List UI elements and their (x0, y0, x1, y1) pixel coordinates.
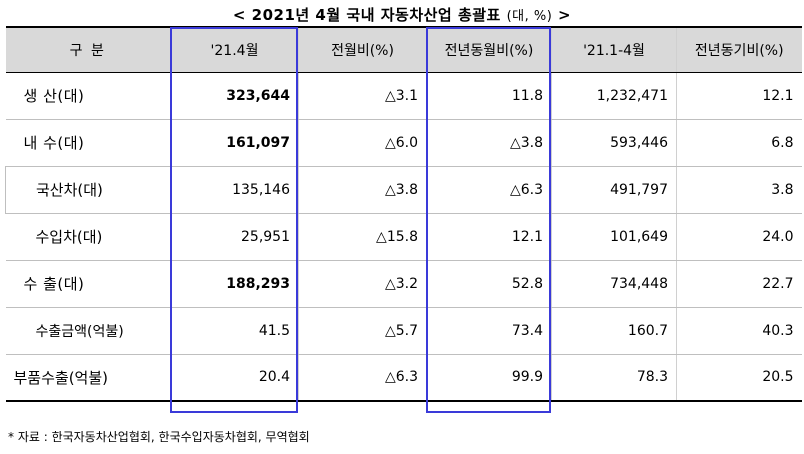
title-unit: (대, %) (506, 9, 553, 24)
cell: 323,644 (170, 71, 299, 120)
title-end: > (558, 6, 572, 24)
cell: 24.0 (676, 213, 802, 261)
cell: 101,649 (551, 213, 677, 261)
table-row: 부품수출(억불) 20.4 △6.3 99.9 78.3 20.5 (5, 353, 802, 401)
cell: 12.1 (426, 213, 552, 261)
cell: △6.3 (426, 166, 552, 214)
header-april: '21.4월 (170, 27, 299, 73)
table-row: 내 수(대) 161,097 △6.0 △3.8 593,446 6.8 (5, 118, 802, 167)
cell: 1,232,471 (551, 71, 677, 120)
cell: 161,097 (170, 118, 299, 167)
cell: 491,797 (551, 166, 677, 214)
table-title: < 2021년 4월 국내 자동차산업 총괄표 (대, %) > (0, 4, 804, 25)
cell: △3.1 (298, 71, 427, 120)
cell: 6.8 (676, 118, 802, 167)
cell: 593,446 (551, 118, 677, 167)
cell: 734,448 (551, 259, 677, 308)
cell: 25,951 (170, 213, 299, 261)
table-row: 수출금액(억불) 41.5 △5.7 73.4 160.7 40.3 (5, 307, 802, 355)
cell: 11.8 (426, 71, 552, 120)
header-ytd: '21.1-4월 (551, 27, 677, 73)
cell: 78.3 (551, 353, 677, 401)
table-row: 수입차(대) 25,951 △15.8 12.1 101,649 24.0 (5, 213, 802, 261)
row-label: 수출금액(억불) (5, 307, 171, 355)
cell: 52.8 (426, 259, 552, 308)
cell: 160.7 (551, 307, 677, 355)
cell: 99.9 (426, 353, 552, 401)
header-yoy: 전년동월비(%) (426, 27, 552, 73)
cell: △6.3 (298, 353, 427, 401)
row-label: 수입차(대) (5, 213, 171, 261)
cell: △3.2 (298, 259, 427, 308)
cell: 188,293 (170, 259, 299, 308)
header-mom: 전월비(%) (298, 27, 427, 73)
cell: △3.8 (426, 118, 552, 167)
cell: 12.1 (676, 71, 802, 120)
cell: 135,146 (170, 166, 299, 214)
cell: 40.3 (676, 307, 802, 355)
table-row: 생 산(대) 323,644 △3.1 11.8 1,232,471 12.1 (5, 71, 802, 120)
row-label: 생 산(대) (5, 71, 171, 120)
cell: 20.5 (676, 353, 802, 401)
row-label: 부품수출(억불) (5, 353, 171, 401)
cell: △6.0 (298, 118, 427, 167)
title-text: < 2021년 4월 국내 자동차산업 총괄표 (232, 6, 501, 24)
cell: △5.7 (298, 307, 427, 355)
cell: 20.4 (170, 353, 299, 401)
cell: 73.4 (426, 307, 552, 355)
header-ytd-yoy: 전년동기비(%) (676, 27, 802, 73)
cell: 41.5 (170, 307, 299, 355)
table-row: 수 출(대) 188,293 △3.2 52.8 734,448 22.7 (5, 259, 802, 308)
cell: △15.8 (298, 213, 427, 261)
cell: 3.8 (676, 166, 802, 214)
header-category: 구 분 (5, 27, 171, 73)
row-label: 국산차(대) (5, 166, 171, 214)
header-row: 구 분 '21.4월 전월비(%) 전년동월비(%) '21.1-4월 전년동기… (5, 27, 802, 73)
summary-table: 구 분 '21.4월 전월비(%) 전년동월비(%) '21.1-4월 전년동기… (5, 26, 802, 402)
row-label: 수 출(대) (5, 259, 171, 308)
source-note: * 자료 : 한국자동차산업협회, 한국수입자동차협회, 무역협회 (8, 430, 310, 444)
table-row: 국산차(대) 135,146 △3.8 △6.3 491,797 3.8 (5, 166, 802, 214)
cell: 22.7 (676, 259, 802, 308)
cell: △3.8 (298, 166, 427, 214)
row-label: 내 수(대) (5, 118, 171, 167)
